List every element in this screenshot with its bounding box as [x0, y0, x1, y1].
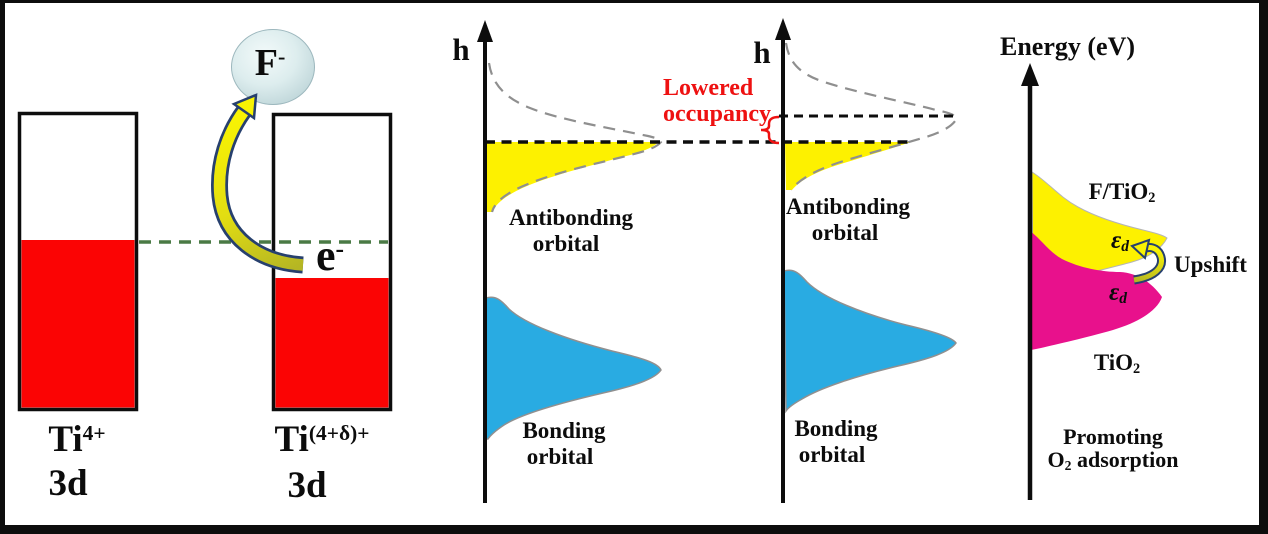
antibonding-label-1-line1: Antibonding	[508, 205, 634, 230]
f-tio2-label: F/TiO2	[1088, 179, 1156, 207]
dos-axis-2-label: h	[753, 35, 771, 70]
upshift-arrow-body	[1133, 245, 1165, 283]
electron-label: e-	[316, 231, 345, 280]
ti4-label: Ti4+	[48, 419, 106, 460]
epsilon-d-upper-label: εd	[1110, 227, 1130, 256]
promoting-label-line1: Promoting	[1063, 424, 1163, 449]
ti4-delta-band-filled-states	[275, 278, 389, 408]
lowered-occupancy-brace	[760, 115, 780, 145]
antibonding-occupied-dos-1	[486, 142, 659, 212]
electron-transfer-arrowhead	[231, 93, 258, 121]
dos-axis-1-label: h	[452, 32, 470, 67]
lowered-occupancy-line1: Lowered	[663, 75, 754, 101]
epsilon-d-lower-label: εd	[1108, 279, 1128, 308]
bonding-label-1-line2: orbital	[526, 444, 594, 469]
fluoride-ion-label: F-	[254, 42, 286, 84]
antibonding-envelope-dashed-1	[487, 62, 663, 213]
energy-axis-label: Energy (eV)	[1000, 32, 1136, 61]
tio2-label: TiO2	[1093, 350, 1141, 378]
energy-axis-arrowhead	[1021, 63, 1039, 86]
bonding-label-2-line1: Bonding	[794, 416, 878, 441]
bonding-label-2-line2: orbital	[798, 442, 866, 467]
lowered-occupancy-line2: occupancy	[663, 101, 771, 127]
bonding-orbital-dos-1	[485, 296, 662, 440]
upshift-arrowhead	[1130, 238, 1151, 260]
promoting-label-line2: O2 adsorption	[1047, 447, 1179, 473]
tio2-d-band-dos	[1030, 231, 1162, 350]
electron-transfer-arrow-body	[213, 107, 304, 271]
antibonding-label-2-line2: orbital	[811, 220, 879, 245]
ti4-band-filled-states	[21, 240, 135, 408]
upshift-label: Upshift	[1174, 252, 1247, 277]
dos-axis-2-arrowhead	[775, 18, 791, 40]
bonding-label-1-line1: Bonding	[522, 418, 606, 443]
dos-axis-1-arrowhead	[477, 20, 493, 42]
ti4-orbital-label: 3d	[48, 463, 88, 504]
antibonding-label-1-line2: orbital	[532, 231, 600, 256]
antibonding-label-2-line1: Antibonding	[785, 194, 911, 219]
ti4-delta-orbital-label: 3d	[287, 465, 327, 506]
antibonding-occupied-dos-2	[785, 142, 911, 190]
ti4-delta-label: Ti(4+δ)+	[274, 419, 370, 460]
bonding-orbital-dos-2	[783, 269, 957, 414]
fluoride-ion-sphere	[231, 29, 315, 105]
